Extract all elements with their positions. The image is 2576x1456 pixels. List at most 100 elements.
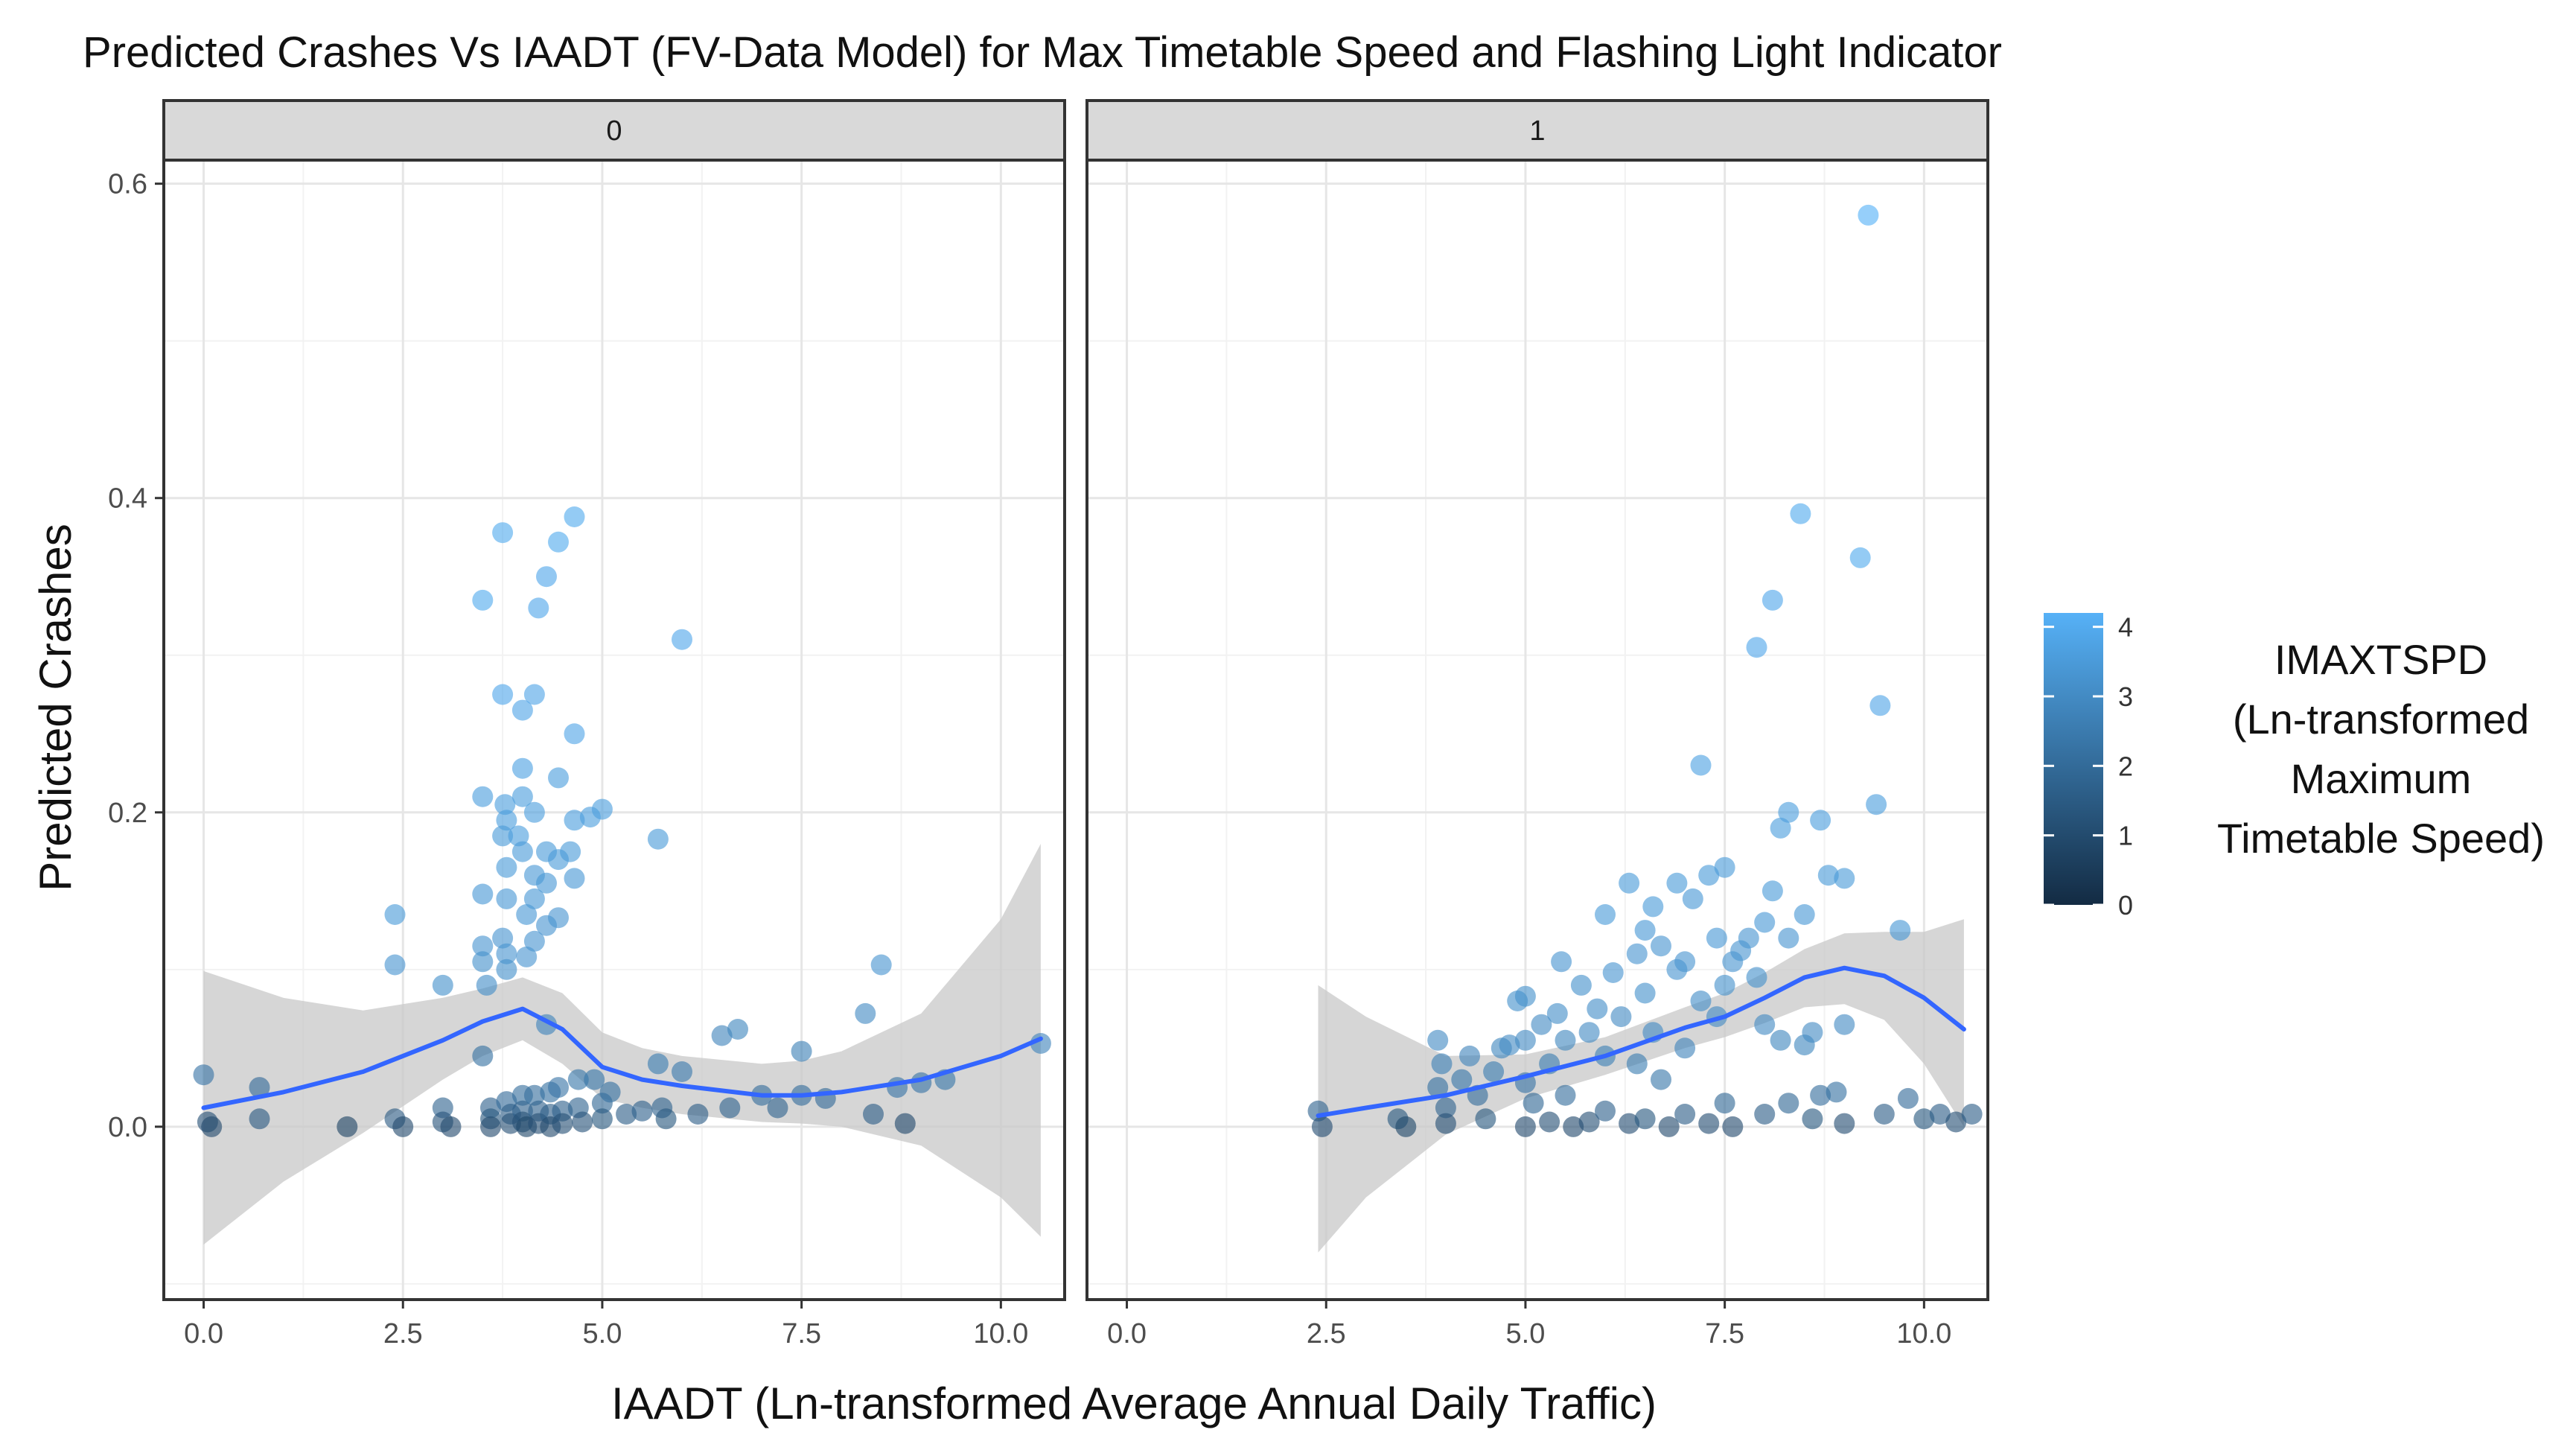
legend-tick-label: 0 bbox=[2118, 890, 2133, 921]
data-point bbox=[1555, 1029, 1576, 1051]
data-point bbox=[767, 1097, 788, 1119]
facet-panel-0: 0 0.0 2.5 5.0 7.5 10.0 0.0 0.2 0.4 0.6 bbox=[108, 99, 1066, 1349]
data-point bbox=[201, 1116, 223, 1137]
data-point bbox=[855, 1002, 876, 1024]
data-point bbox=[1682, 888, 1703, 909]
data-point bbox=[1762, 589, 1783, 611]
data-point bbox=[1674, 1104, 1696, 1125]
data-point bbox=[894, 1113, 916, 1134]
data-point bbox=[1698, 865, 1720, 886]
data-point bbox=[564, 868, 585, 889]
data-point bbox=[523, 801, 545, 823]
data-point bbox=[863, 1104, 884, 1125]
data-point bbox=[647, 828, 669, 850]
x-tick-label: 7.5 bbox=[782, 1318, 821, 1349]
data-point bbox=[564, 810, 585, 831]
data-point bbox=[1945, 1111, 1967, 1133]
scatter-points bbox=[1307, 204, 1983, 1137]
data-point bbox=[1459, 1045, 1480, 1066]
data-point bbox=[511, 757, 533, 779]
data-point bbox=[655, 1108, 677, 1130]
x-tick-label: 7.5 bbox=[1705, 1318, 1744, 1349]
x-tick-label: 2.5 bbox=[1307, 1318, 1346, 1349]
facet-panel-1: 10.0 2.5 5.0 7.5 10.0 bbox=[1085, 99, 1989, 1349]
data-point bbox=[496, 888, 517, 909]
x-tick-label: 5.0 bbox=[1506, 1318, 1546, 1349]
y-tick-label: 0.2 bbox=[108, 798, 147, 829]
data-point bbox=[1427, 1077, 1449, 1099]
data-point bbox=[337, 1116, 358, 1137]
data-point bbox=[1869, 695, 1891, 716]
data-point bbox=[616, 1104, 637, 1125]
data-point bbox=[1563, 1116, 1584, 1137]
data-point bbox=[1790, 503, 1811, 524]
facet-strip bbox=[1085, 99, 1989, 162]
data-point bbox=[599, 1081, 621, 1103]
data-point bbox=[1311, 1116, 1333, 1137]
data-point bbox=[1778, 927, 1799, 949]
data-point bbox=[1849, 547, 1871, 568]
data-point bbox=[511, 841, 533, 862]
data-point bbox=[1666, 872, 1688, 894]
data-point bbox=[1595, 1100, 1616, 1122]
data-point bbox=[1770, 817, 1791, 839]
data-point bbox=[1555, 1084, 1576, 1106]
x-tick-label: 10.0 bbox=[973, 1318, 1028, 1349]
data-point bbox=[1873, 1104, 1895, 1125]
data-point bbox=[496, 943, 517, 964]
data-point bbox=[687, 1104, 709, 1125]
data-point bbox=[1651, 1069, 1671, 1090]
legend-colorbar bbox=[2044, 613, 2103, 905]
x-tick-label: 0.0 bbox=[1107, 1318, 1147, 1349]
data-point bbox=[1634, 982, 1656, 1004]
data-point bbox=[1674, 951, 1696, 973]
data-point bbox=[523, 1084, 545, 1106]
data-point bbox=[1754, 1104, 1776, 1125]
data-point bbox=[1834, 1113, 1855, 1134]
data-point bbox=[1514, 1116, 1536, 1137]
data-point bbox=[1890, 920, 1911, 941]
data-point bbox=[384, 904, 406, 925]
data-point bbox=[528, 597, 549, 619]
data-point bbox=[548, 531, 569, 553]
data-point bbox=[1762, 880, 1783, 902]
data-point bbox=[432, 974, 453, 996]
data-point bbox=[1802, 1108, 1823, 1130]
data-point bbox=[572, 1111, 593, 1133]
data-point bbox=[631, 1100, 653, 1122]
data-point bbox=[584, 1069, 605, 1090]
data-point bbox=[1570, 974, 1592, 996]
legend-title-line-4: Timetable Speed) bbox=[2217, 815, 2545, 862]
y-axis-title: Predicted Crashes bbox=[31, 524, 80, 891]
data-point bbox=[1714, 856, 1735, 878]
data-point bbox=[1778, 1093, 1799, 1114]
data-point bbox=[672, 629, 692, 650]
data-point bbox=[1674, 1037, 1696, 1059]
data-point bbox=[1626, 1053, 1648, 1075]
data-point bbox=[548, 907, 569, 929]
x-tick-label: 5.0 bbox=[583, 1318, 622, 1349]
data-point bbox=[552, 1113, 573, 1134]
data-point bbox=[1826, 1081, 1847, 1103]
data-point bbox=[727, 1019, 748, 1040]
data-point bbox=[1690, 991, 1712, 1011]
data-point bbox=[1961, 1104, 1983, 1125]
data-point bbox=[1626, 943, 1648, 964]
data-point bbox=[1602, 962, 1624, 983]
data-point bbox=[440, 1116, 462, 1137]
legend-tick-label: 4 bbox=[2118, 612, 2133, 643]
data-point bbox=[1619, 872, 1640, 894]
data-point bbox=[1770, 1029, 1791, 1051]
data-point bbox=[496, 810, 517, 831]
data-point bbox=[472, 1045, 494, 1066]
facet-strip bbox=[162, 99, 1066, 162]
data-point bbox=[1754, 912, 1776, 933]
data-point bbox=[1690, 754, 1712, 776]
legend-tick-label: 1 bbox=[2118, 821, 2133, 851]
data-point bbox=[523, 888, 545, 909]
data-point bbox=[647, 1053, 669, 1075]
data-point bbox=[1523, 1093, 1544, 1114]
data-point bbox=[1658, 1116, 1680, 1137]
data-point bbox=[564, 506, 585, 527]
legend-title-line-1: IMAXTSPD bbox=[2274, 636, 2487, 683]
